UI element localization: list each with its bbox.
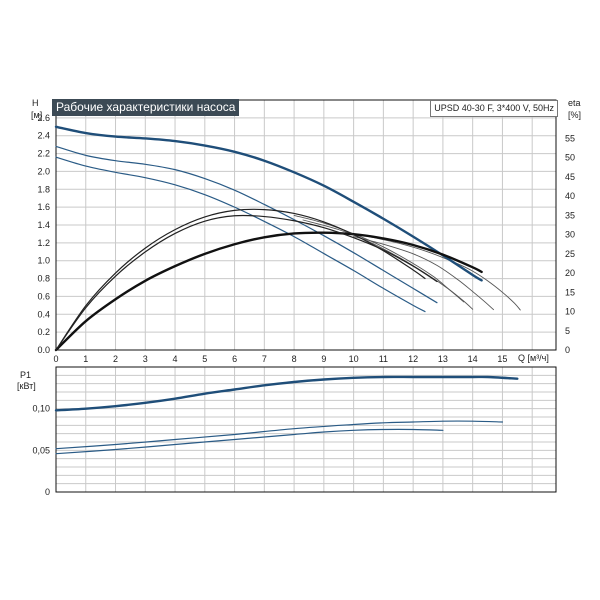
x-tick-label: 9 bbox=[321, 354, 326, 364]
head-tick-label: 0.6 bbox=[37, 291, 50, 301]
tick-labels: 0 1 2 3 4 5 6 7 8 9 10 11 12 13 14 150.00.20.40.60.81.0… bbox=[32, 113, 575, 497]
efficiency-tick-label: 25 bbox=[565, 249, 575, 259]
efficiency-tick-label: 40 bbox=[565, 191, 575, 201]
efficiency-axis-label: eta bbox=[568, 98, 581, 108]
power-axis-label: P1 bbox=[20, 370, 32, 380]
efficiency-tick-label: 0 bbox=[565, 345, 570, 355]
x-tick-label: 13 bbox=[438, 354, 448, 364]
power-curve bbox=[55, 428, 444, 455]
npsh-curve bbox=[293, 214, 465, 303]
x-tick-label: 11 bbox=[379, 354, 388, 364]
x-tick-label: 4 bbox=[173, 354, 178, 364]
x-tick-label: 12 bbox=[408, 354, 418, 364]
power-grid bbox=[55, 366, 556, 492]
power-tick-label: 0,05 bbox=[32, 445, 50, 455]
power-plot-frame bbox=[55, 366, 557, 493]
efficiency-tick-label: 30 bbox=[565, 230, 575, 240]
efficiency-tick-label: 20 bbox=[565, 268, 575, 278]
x-tick-label: 0 bbox=[53, 354, 58, 364]
power-tick-label: 0 bbox=[45, 487, 50, 497]
efficiency-tick-label: 50 bbox=[565, 153, 575, 163]
head-tick-label: 0.2 bbox=[37, 327, 50, 337]
head-curve-primary bbox=[54, 125, 483, 282]
efficiency-tick-label: 15 bbox=[565, 287, 575, 297]
efficiency-tick-label: 10 bbox=[565, 307, 575, 317]
flow-axis-label: Q [м³/ч] bbox=[518, 353, 549, 363]
head-axis-unit: [м] bbox=[31, 110, 43, 120]
head-curve bbox=[55, 156, 426, 313]
head-tick-label: 2.0 bbox=[37, 166, 50, 176]
x-tick-label: 15 bbox=[497, 354, 507, 364]
efficiency-curve bbox=[55, 214, 438, 351]
x-tick-label: 7 bbox=[262, 354, 267, 364]
head-tick-label: 2.2 bbox=[37, 149, 50, 159]
head-tick-label: 0.0 bbox=[37, 345, 50, 355]
head-tick-label: 1.4 bbox=[37, 220, 50, 230]
pump-model-label: UPSD 40-30 F, 3*400 V, 50Hz bbox=[430, 100, 558, 117]
head-curve bbox=[55, 145, 438, 304]
efficiency-tick-label: 55 bbox=[565, 133, 575, 143]
efficiency-curve-primary bbox=[54, 231, 483, 352]
efficiency-tick-label: 5 bbox=[565, 326, 570, 336]
x-tick-label: 6 bbox=[232, 354, 237, 364]
power-tick-label: 0,10 bbox=[32, 404, 50, 414]
chart-axes bbox=[55, 99, 557, 493]
x-tick-label: 1 bbox=[83, 354, 88, 364]
power-axis-unit: [кВт] bbox=[17, 381, 36, 391]
x-tick-label: 2 bbox=[113, 354, 118, 364]
power-curve-primary bbox=[54, 375, 519, 412]
npsh-curve bbox=[368, 236, 521, 311]
head-tick-label: 1.0 bbox=[37, 256, 50, 266]
chart-title: Рабочие характеристики насоса bbox=[52, 99, 240, 116]
head-tick-label: 0.8 bbox=[37, 274, 50, 284]
head-plot-frame bbox=[55, 99, 557, 351]
head-tick-label: 1.6 bbox=[37, 202, 50, 212]
x-tick-label: 5 bbox=[202, 354, 207, 364]
power-curve bbox=[55, 420, 504, 450]
head-tick-label: 0.4 bbox=[37, 309, 50, 319]
head-tick-label: 2.6 bbox=[37, 113, 50, 123]
head-axis-label: H bbox=[32, 98, 39, 108]
head-tick-label: 1.8 bbox=[37, 184, 50, 194]
curve-layer bbox=[54, 125, 521, 455]
x-tick-label: 10 bbox=[349, 354, 359, 364]
x-tick-label: 8 bbox=[292, 354, 297, 364]
efficiency-tick-label: 45 bbox=[565, 172, 575, 182]
npsh-curve bbox=[353, 236, 494, 311]
x-tick-label: 14 bbox=[468, 354, 478, 364]
x-tick-label: 3 bbox=[143, 354, 148, 364]
head-tick-label: 2.4 bbox=[37, 131, 50, 141]
efficiency-axis-unit: [%] bbox=[568, 110, 582, 120]
head-tick-label: 1.2 bbox=[37, 238, 50, 248]
efficiency-tick-label: 35 bbox=[565, 210, 575, 220]
